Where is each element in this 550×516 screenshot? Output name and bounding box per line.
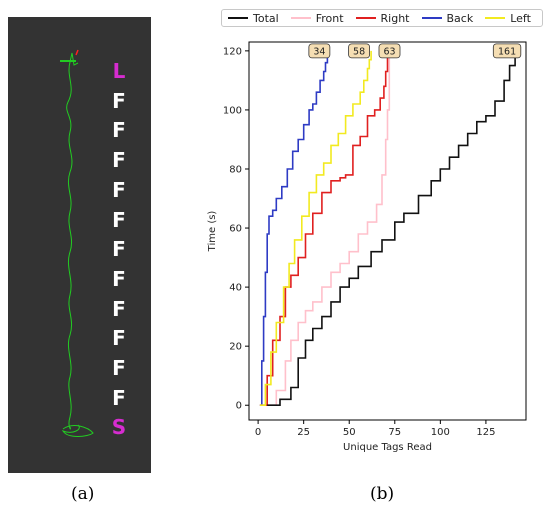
x-tick-label: 25 xyxy=(297,427,310,438)
chart-legend: Total Front Right Back Left xyxy=(221,9,543,27)
end-label-box xyxy=(308,43,331,59)
segment-letter: F xyxy=(112,177,126,202)
plot-frame xyxy=(248,41,527,421)
y-tick-label: 60 xyxy=(229,224,242,235)
x-tick-label: 50 xyxy=(343,427,356,438)
end-label-box xyxy=(348,43,370,59)
end-label-box xyxy=(492,43,522,59)
segment-letter: F xyxy=(112,385,126,410)
segment-letter: F xyxy=(112,356,126,380)
segment-letter: L xyxy=(112,59,126,83)
robot-heading-marker xyxy=(75,49,79,56)
legend-label: Right xyxy=(380,11,410,25)
end-label-text: 34 xyxy=(313,46,325,57)
segment-letter: F xyxy=(112,296,126,321)
y-tick-label: 40 xyxy=(229,283,242,294)
segment-letter: F xyxy=(112,326,126,351)
legend-label: Back xyxy=(446,11,474,25)
end-label-total: 161 xyxy=(492,43,522,59)
panel-a-caption: (a) xyxy=(71,484,95,504)
end-label-back: 34 xyxy=(308,43,331,59)
x-tick-label: 75 xyxy=(388,427,401,438)
y-tick-label: 80 xyxy=(229,164,242,175)
y-tick-label: 20 xyxy=(229,342,242,353)
end-label-right: 63 xyxy=(378,43,401,59)
series-line-left xyxy=(259,50,372,406)
legend-item-left: Left xyxy=(485,12,531,25)
legend-swatch xyxy=(421,17,442,19)
legend-item-total: Total xyxy=(228,12,279,25)
panel-b-caption: (b) xyxy=(370,484,395,504)
y-axis-label: Time (s) xyxy=(207,211,218,253)
x-tick-label: 0 xyxy=(255,427,261,438)
segment-letter: F xyxy=(112,118,126,143)
segment-letter: F xyxy=(112,88,126,113)
legend-label: Left xyxy=(510,11,531,25)
x-tick-label: 125 xyxy=(476,427,495,438)
legend-label: Front xyxy=(315,11,344,25)
legend-item-back: Back xyxy=(421,11,474,25)
y-tick-label: 0 xyxy=(236,401,242,412)
segment-letter: F xyxy=(112,237,126,262)
legend-item-right: Right xyxy=(355,11,410,25)
legend-item-front: Front xyxy=(290,11,344,25)
series-line-front xyxy=(263,50,391,406)
end-label-text: 63 xyxy=(383,46,395,57)
legend-swatch xyxy=(355,17,376,19)
y-tick-label: 120 xyxy=(223,46,242,57)
end-label-left: 58 xyxy=(348,43,370,59)
segment-letter: F xyxy=(112,207,126,232)
legend-swatch xyxy=(485,17,506,19)
legend-swatch xyxy=(290,17,311,19)
segment-letter: S xyxy=(111,415,127,440)
tag-read-chart: 0 25 50 75 100 125 0 20 40 60 80 100 120 Unique Tags … xyxy=(207,41,527,453)
trajectory-plot xyxy=(60,49,94,437)
series-line-back xyxy=(259,50,329,406)
legend-swatch xyxy=(228,17,248,19)
segment-letter: F xyxy=(112,266,126,291)
segment-letter: F xyxy=(112,148,126,173)
y-tick-label: 100 xyxy=(223,105,242,116)
robot-trajectory xyxy=(61,52,94,437)
x-tick-label: 100 xyxy=(431,427,450,438)
end-label-box xyxy=(378,43,401,59)
end-label-text: 58 xyxy=(353,46,365,57)
series-line-total xyxy=(267,50,516,406)
legend-label: Total xyxy=(253,11,279,25)
end-label-text: 161 xyxy=(498,46,516,57)
x-axis-label: Unique Tags Read xyxy=(343,442,432,453)
